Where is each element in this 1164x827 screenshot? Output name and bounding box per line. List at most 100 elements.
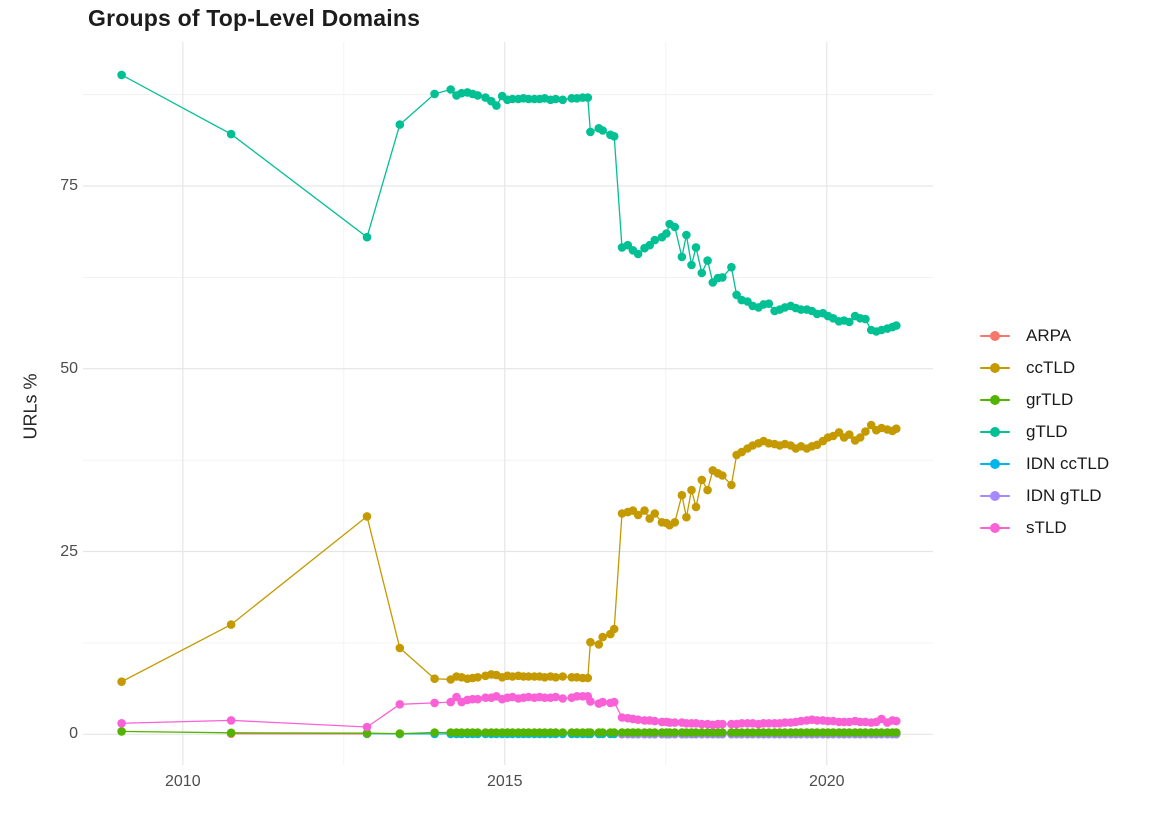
data-point-stld [586,697,595,706]
data-point-gtld [583,93,593,102]
legend-key-icon [980,491,1010,501]
data-point-grtld [609,728,619,737]
data-point-cctld [703,485,712,495]
data-point-cctld [633,510,643,520]
x-tick-label: 2015 [486,773,523,790]
data-point-cctld [687,485,696,495]
legend-item-idn-cctld: IDN ccTLD [980,448,1109,480]
data-point-cctld [551,673,560,682]
data-point-cctld [677,490,687,500]
data-point-stld [650,716,660,726]
legend-dot-swatch [990,331,1000,341]
data-point-gtld [586,127,595,137]
data-point-cctld [598,632,607,642]
data-point-grtld [226,728,236,738]
legend-label: gTLD [1026,422,1068,441]
data-point-grtld [598,728,607,737]
data-point-stld [598,697,607,707]
data-point-gtld [609,132,619,141]
data-point-stld [117,719,126,728]
y-tick-label: 25 [60,542,78,560]
data-point-cctld [892,424,901,434]
data-point-stld [609,697,619,707]
data-point-stld [446,697,456,707]
data-point-grtld [892,728,901,737]
legend-label: IDN gTLD [1026,486,1102,505]
data-point-cctld [650,509,660,518]
data-point-cctld [718,471,727,480]
data-point-grtld [430,728,439,737]
data-point-cctld [691,502,701,512]
series-line-gtld [121,74,897,333]
data-point-gtld [662,229,671,238]
legend-item-cctld: ccTLD [980,352,1109,384]
legend-item-stld: sTLD [980,512,1109,544]
data-point-gtld [362,232,372,242]
data-point-gtld [395,120,405,129]
data-point-stld [558,694,567,703]
data-point-grtld [395,729,405,738]
legend-dot-swatch [990,523,1000,533]
data-point-stld [362,722,372,732]
data-point-cctld [473,673,483,682]
data-point-cctld [609,624,619,634]
legend-label: ARPA [1026,326,1072,345]
legend-key-icon [980,523,1010,533]
data-point-gtld [677,252,687,262]
data-point-cctld [697,475,707,485]
y-tick-label: 50 [60,359,78,377]
legend-dot-swatch [990,427,1000,437]
data-point-cctld [640,506,649,515]
data-point-cctld [594,640,604,649]
data-point-gtld [558,95,567,105]
legend-item-grtld: grTLD [980,384,1109,416]
data-point-grtld [650,728,660,737]
data-point-gtld [691,243,701,252]
legend-label: ccTLD [1026,358,1076,377]
legend-dot-swatch [990,395,1000,405]
legend-item-gtld: gTLD [980,416,1109,448]
legend-item-idn-gtld: IDN gTLD [980,480,1109,512]
data-point-gtld [670,222,680,232]
data-point-stld [430,698,439,708]
data-point-cctld [362,512,372,521]
data-point-grtld [362,728,372,738]
data-point-gtld [727,262,736,272]
data-point-gtld [446,85,456,94]
legend-dot-swatch [990,491,1000,501]
data-point-cctld [670,518,680,527]
legend-dot-swatch [990,363,1000,373]
data-point-stld [473,694,483,704]
data-point-gtld [650,235,660,245]
data-point-gtld [492,101,501,110]
data-point-grtld [473,728,483,737]
data-point-gtld [473,91,483,100]
x-tick-label: 2010 [165,773,201,790]
data-point-cctld [845,430,854,439]
data-point-stld [395,700,405,709]
data-point-cctld [861,427,870,436]
x-tick-label: 2020 [808,773,845,790]
data-point-grtld [633,728,643,737]
data-point-cctld [583,673,593,683]
data-point-cctld [117,677,126,686]
data-point-gtld [687,260,696,270]
data-point-stld [226,716,236,725]
legend-key-icon [980,395,1010,405]
data-point-gtld [598,126,607,135]
legend-label: IDN ccTLD [1026,454,1110,473]
legend-key-icon [980,427,1010,437]
legend-label: grTLD [1026,390,1074,409]
data-point-gtld [697,268,707,278]
data-point-cctld [226,620,236,629]
data-point-cctld [586,637,595,647]
data-point-cctld [727,480,736,490]
data-point-gtld [117,70,126,80]
legend-key-icon [980,331,1010,341]
data-point-stld [718,719,727,729]
data-point-gtld [633,249,643,259]
legend-key-icon [980,363,1010,373]
legend: ARPA ccTLD grTLD gTLD IDN ccTLD IDN gTLD sTLD [980,320,1109,544]
